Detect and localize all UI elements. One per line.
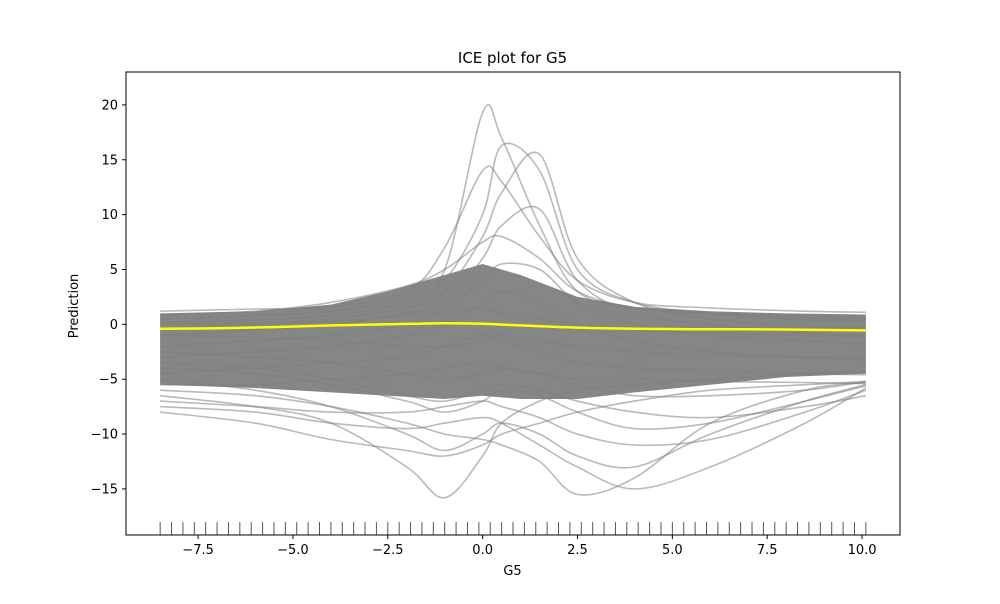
- ice-line-20: [160, 367, 867, 430]
- y-tick-label: 20: [101, 98, 118, 113]
- mean-line: [160, 321, 866, 332]
- y-tick-label: 5: [110, 263, 118, 278]
- y-tick-label: 15: [101, 153, 118, 168]
- x-tick-label: 5.0: [662, 543, 683, 558]
- ice-line-6: [160, 234, 866, 318]
- y-tick-label: −5: [99, 373, 118, 388]
- ice-line-17: [160, 351, 867, 398]
- ice-line-4: [160, 151, 866, 331]
- x-tick-label: −5.0: [277, 543, 309, 558]
- rug-group: [159, 522, 867, 535]
- plot-frame: [125, 71, 901, 536]
- x-tick-label: 0.0: [472, 543, 493, 558]
- y-tick-label: −15: [91, 482, 118, 497]
- ice-line-15: [160, 378, 867, 469]
- ice-line-16: [160, 361, 867, 419]
- ice-lines-group: [160, 103, 867, 499]
- ice-line-11: [160, 380, 866, 457]
- x-tick-label: 10.0: [848, 543, 877, 558]
- chart-title: ICE plot for G5: [458, 49, 567, 67]
- y-axis-label: Prediction: [67, 274, 82, 339]
- y-tick-label: −10: [91, 428, 118, 443]
- axes-group: −7.5 −5.0 −2.5 0.0 2.5 5.0 7.5 10.0 20 15 10 5 0 −5 −1…: [91, 71, 901, 558]
- ice-line-7: [160, 262, 866, 348]
- ice-line-1: [160, 165, 866, 314]
- x-tick-label: 2.5: [567, 543, 588, 558]
- x-axis-label: G5: [503, 564, 521, 579]
- ice-line-8: [160, 290, 866, 361]
- ice-line-19: [160, 307, 866, 338]
- ice-density-band: [160, 264, 866, 399]
- ice-line-9: [160, 334, 866, 376]
- ice-line-18: [160, 334, 866, 359]
- y-tick-label: 0: [110, 318, 118, 333]
- y-tick-label: 10: [101, 208, 118, 223]
- mean-line-group: [160, 321, 866, 332]
- ice-line-21: [160, 389, 867, 447]
- x-tick-label: 7.5: [757, 543, 778, 558]
- x-tick-label: −2.5: [372, 543, 404, 558]
- x-tick-label: −7.5: [182, 543, 214, 558]
